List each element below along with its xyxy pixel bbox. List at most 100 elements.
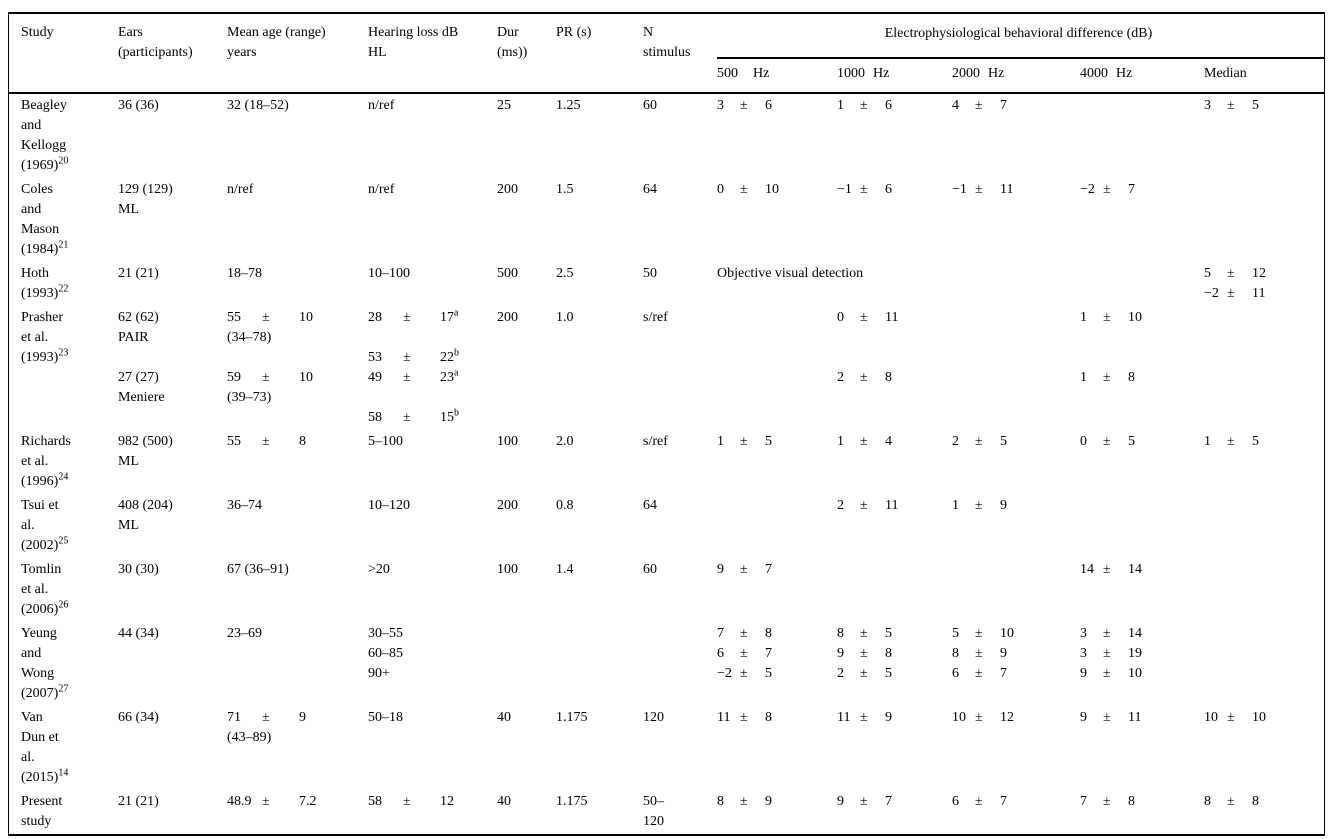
cell-line: −2 ±7 [1080,180,1200,200]
cell-line: 8 ±9 [952,644,1076,664]
pm-value: 58 [368,410,382,425]
pm-sign: ± [262,434,270,449]
cell-line: (39–73) [227,390,272,405]
pm-sd: 11 [885,498,899,513]
cell-line: 3 ±6 [717,96,833,116]
cell-mean-age: 71 ±9 (43–89) [227,706,368,790]
pm-value: 1 [1204,434,1211,449]
pm-value: 2 [837,498,844,513]
pm-sign: ± [1103,434,1111,449]
pm-value: 11 [717,710,731,725]
pm-sign: ± [403,794,411,809]
pm-value: 71 [227,710,241,725]
cell-4000hz: −2 ±7 [1080,178,1204,262]
table-row: Yeung and Wong (2007)27 44 (34) 23–69 30–55… [9,622,1324,706]
cell-study: Tomlin et al. (2006)26 [9,558,118,622]
pm-value: 3 [1080,646,1087,661]
cell-line: 1.0 [556,310,574,325]
cell-duration [497,622,556,706]
pm-sd: 8 [885,370,892,385]
pm-sign: ± [740,710,748,725]
pm-sign: ± [740,98,748,113]
cell-pr: 2.0 [556,430,643,494]
cell-line: 0.8 [556,498,574,513]
cell-line: 62 (62) [118,310,159,325]
cell-line [1080,328,1200,348]
cell-line: 2.5 [556,266,574,281]
pm-sd: 11 [885,310,899,325]
pm-sd: 12 [440,794,454,809]
cell-line: 100 [497,434,518,449]
study-label: Prasher et al. (1993) [21,310,63,365]
cell-line: 1 ±5 [717,432,833,452]
pm-sd: 7 [1000,98,1007,113]
pm-value: 55 [227,310,241,325]
superscript: 24 [58,471,69,483]
pm-sign: ± [1227,266,1235,281]
superscript: 21 [58,239,69,251]
pm-sd: 6 [765,98,772,113]
pm-value: 9 [717,562,724,577]
pm-sign: ± [1227,434,1235,449]
cell-duration: 40 [497,706,556,790]
pm-sign: ± [860,182,868,197]
table-row: Prasher et al. (1993)23 62 (62) PAIR 27 (2… [9,306,1324,430]
cell-2000hz: 10 ±12 [952,706,1080,790]
pm-value: 7 [1080,794,1087,809]
cell-study: Prasher et al. (1993)23 [9,306,118,430]
cell-pr: 1.4 [556,558,643,622]
cell-line: 6 ±7 [717,644,833,664]
study-comparison-table: Study Ears (participants) Mean age (rang… [9,14,1325,834]
pm-sign: ± [860,498,868,513]
pm-value: 11 [837,710,851,725]
cell-line: 1 ±10 [1080,308,1200,328]
cell-1000hz: 9 ±7 [837,790,952,834]
pm-value: 0 [837,310,844,325]
freq-unit: Hz [753,66,770,81]
pm-sign: ± [860,98,868,113]
pm-sign: ± [740,562,748,577]
pm-sign: ± [1103,666,1111,681]
cell-line: 1.25 [556,98,581,113]
pm-sign: ± [403,350,411,365]
cell-4000hz [1080,93,1204,178]
cell-line: 0 ±10 [717,180,833,200]
cell-electro-span: Objective visual detection [717,262,1204,306]
cell-study: Yeung and Wong (2007)27 [9,622,118,706]
cell-line: 1.5 [556,182,574,197]
pm-sd: 12 [1252,266,1266,281]
cell-median [1204,306,1324,430]
cell-pr: 1.5 [556,178,643,262]
pm-sd: 9 [299,710,306,725]
cell-study: Richards et al. (1996)24 [9,430,118,494]
study-label: Tomlin et al. (2006) [21,562,62,617]
pm-sd: 8 [1128,370,1135,385]
cell-line: 982 (500) [118,434,173,449]
cell-line: 11 ±8 [717,708,833,728]
cell-mean-age: n/ref [227,178,368,262]
pm-value: 59 [227,370,241,385]
pm-value: 48.9 [227,794,252,809]
pm-value: 6 [717,646,724,661]
pm-value: 2 [837,666,844,681]
cell-n-stimulus: 60 [643,558,717,622]
cell-n-stimulus [643,622,717,706]
pm-sd: 15 [440,410,454,425]
cell-mean-age: 67 (36–91) [227,558,368,622]
pm-value: 1 [837,434,844,449]
cell-mean-age: 55 ±8 [227,430,368,494]
pm-sd: 11 [1128,710,1142,725]
pm-sd: 11 [1252,286,1266,301]
cell-line: 7 ±8 [717,624,833,644]
study-comparison-table-frame: Study Ears (participants) Mean age (rang… [8,12,1325,836]
pm-value: 0 [717,182,724,197]
pm-value: 1 [837,98,844,113]
pm-sign: ± [1103,626,1111,641]
pm-sign: ± [740,794,748,809]
header-row-frequencies: 500 Hz 1000 Hz 2000 Hz 4000 Hz Median [9,58,1324,93]
pm-sd: 8 [1252,794,1259,809]
cell-line [368,388,493,408]
cell-ears: 44 (34) [118,622,227,706]
pm-sign: ± [860,370,868,385]
cell-4000hz: 9 ±11 [1080,706,1204,790]
